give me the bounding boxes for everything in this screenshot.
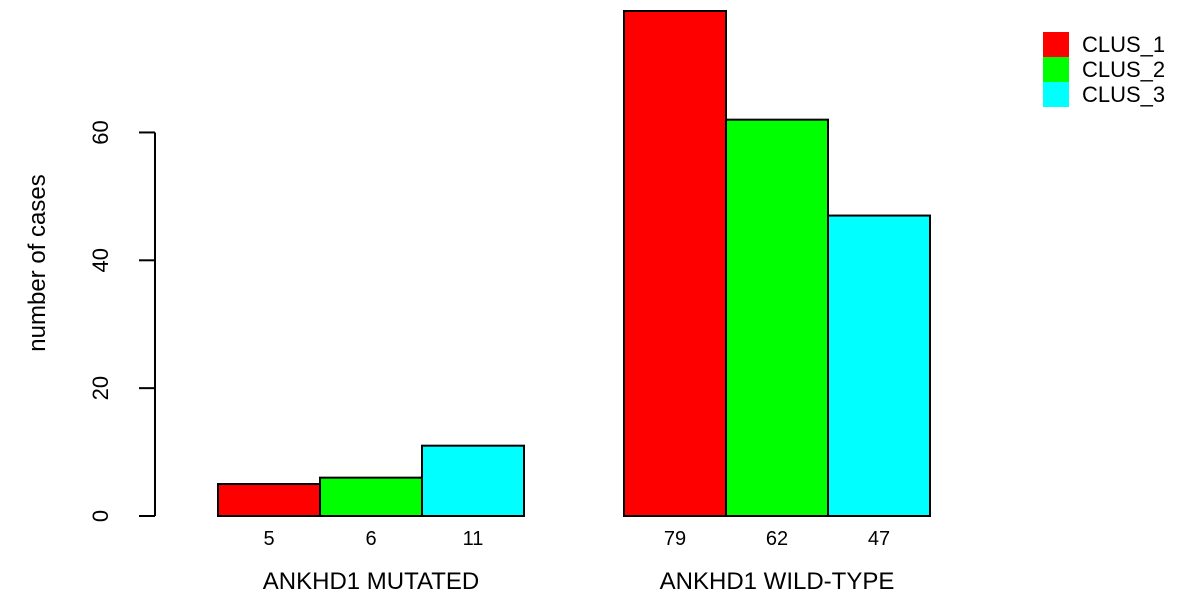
y-axis-title: number of cases — [24, 174, 51, 351]
legend-label: CLUS_2 — [1082, 57, 1165, 82]
value-labels: 5 6 11 79 62 47 — [263, 528, 890, 550]
bar-value-label: 11 — [463, 528, 484, 550]
legend-swatch-clus-3 — [1043, 82, 1069, 107]
bar-value-label: 5 — [263, 528, 274, 550]
y-tick-label: 40 — [88, 248, 113, 272]
bar-value-label: 62 — [766, 528, 788, 550]
category-label: ANKHD1 MUTATED — [263, 568, 479, 595]
y-axis: 0 20 40 60 — [88, 120, 156, 522]
y-tick-label: 60 — [88, 120, 113, 144]
bar-clus-2-mutated — [319, 476, 423, 517]
bar-clus-2-wild-type — [725, 118, 829, 517]
bar-clus-1-mutated — [217, 483, 321, 517]
category-label: ANKHD1 WILD-TYPE — [660, 568, 895, 595]
legend-swatch-clus-1 — [1043, 32, 1069, 57]
legend-label: CLUS_1 — [1082, 32, 1165, 57]
bar-value-label: 79 — [664, 528, 686, 550]
bars — [217, 10, 931, 517]
y-tick-label: 20 — [88, 376, 113, 400]
bar-value-label: 6 — [365, 528, 376, 550]
legend-swatch-clus-2 — [1043, 57, 1069, 82]
bar-clus-3-wild-type — [827, 214, 931, 517]
bar-clus-3-mutated — [421, 444, 525, 517]
bar-clus-1-wild-type — [623, 10, 727, 517]
group-labels: ANKHD1 MUTATED ANKHD1 WILD-TYPE — [263, 568, 895, 595]
bar-value-label: 47 — [868, 528, 890, 550]
y-tick-label: 0 — [88, 510, 113, 522]
legend-label: CLUS_3 — [1082, 82, 1165, 107]
